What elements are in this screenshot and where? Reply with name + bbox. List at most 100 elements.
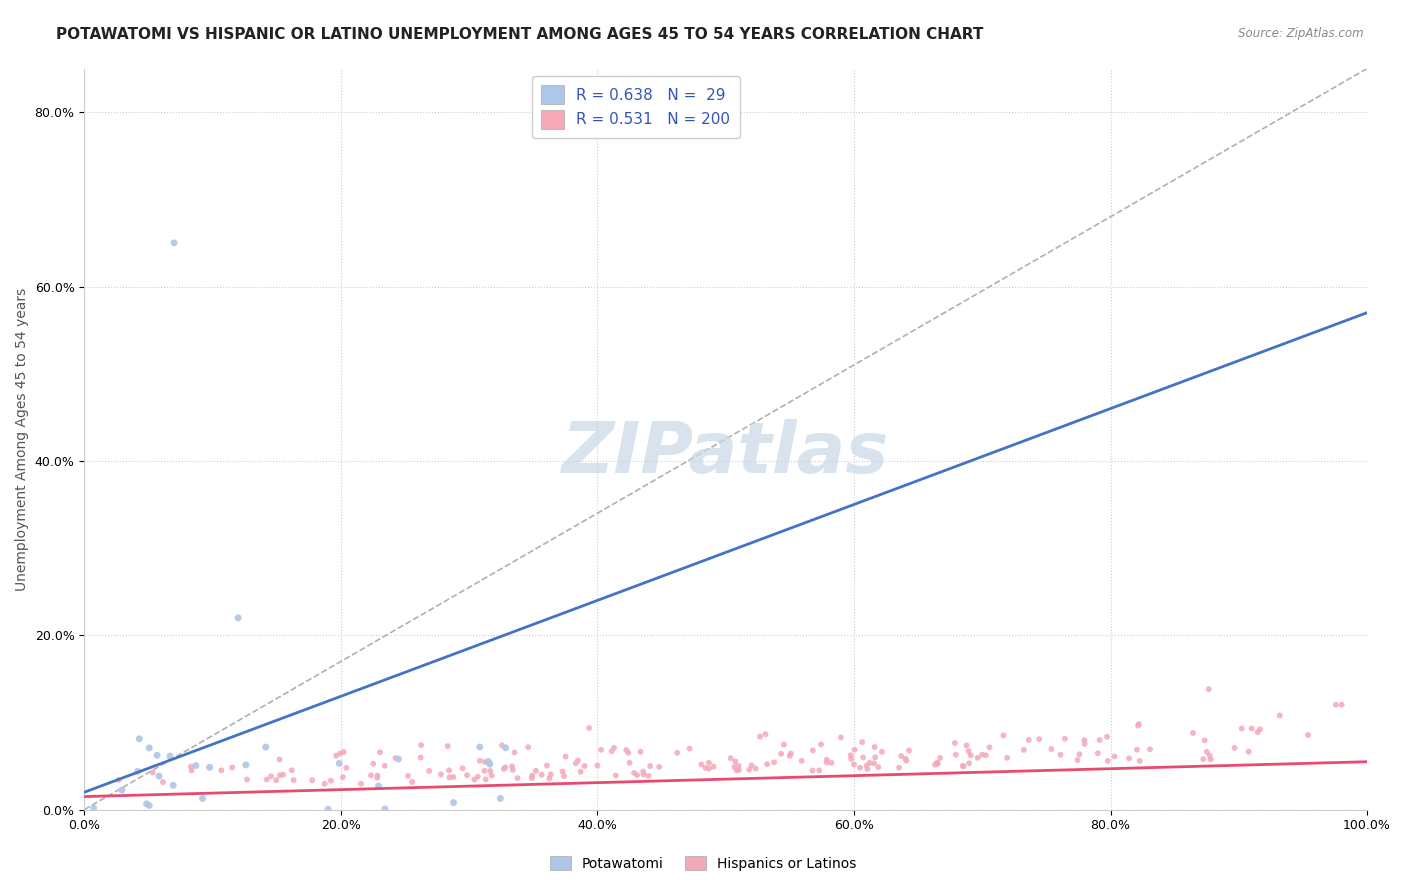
Point	[443, 796, 465, 810]
Point	[763, 756, 786, 770]
Point	[741, 758, 763, 772]
Point	[779, 747, 801, 761]
Point	[184, 758, 207, 772]
Point	[360, 768, 382, 782]
Point	[269, 752, 291, 766]
Legend: R = 0.638   N =  29, R = 0.531   N = 200: R = 0.638 N = 29, R = 0.531 N = 200	[531, 76, 740, 138]
Point	[283, 773, 305, 788]
Point	[1053, 731, 1076, 746]
Point	[367, 779, 389, 793]
Point	[316, 802, 339, 816]
Point	[437, 764, 460, 778]
Point	[368, 745, 391, 759]
Point	[600, 744, 623, 758]
Point	[491, 739, 513, 753]
Point	[451, 761, 474, 775]
Point	[209, 764, 232, 778]
Point	[411, 738, 433, 752]
Point	[855, 758, 877, 772]
Point	[1095, 730, 1118, 744]
Point	[666, 746, 689, 760]
Point	[626, 768, 648, 782]
Point	[1049, 747, 1071, 762]
Point	[842, 757, 865, 772]
Point	[256, 772, 278, 787]
Point	[955, 739, 977, 753]
Point	[463, 772, 485, 787]
Point	[329, 747, 352, 761]
Point	[815, 753, 838, 767]
Point	[720, 751, 742, 765]
Point	[1139, 742, 1161, 756]
Point	[591, 743, 613, 757]
Point	[135, 797, 157, 811]
Point	[790, 754, 813, 768]
Point	[467, 770, 489, 784]
Point	[1198, 682, 1220, 697]
Point	[301, 773, 323, 788]
Point	[678, 741, 700, 756]
Point	[477, 755, 499, 769]
Point	[1192, 752, 1215, 766]
Point	[887, 761, 910, 775]
Point	[107, 772, 129, 787]
Point	[623, 765, 645, 780]
Point	[727, 759, 749, 773]
Point	[859, 756, 882, 770]
Point	[890, 748, 912, 763]
Point	[478, 757, 501, 772]
Point	[489, 791, 512, 805]
Point	[868, 760, 890, 774]
Point	[631, 764, 654, 779]
Point	[1028, 732, 1050, 747]
Point	[517, 740, 540, 755]
Point	[810, 737, 832, 751]
Point	[856, 762, 879, 776]
Point	[638, 759, 661, 773]
Point	[1240, 722, 1263, 736]
Point	[1097, 754, 1119, 768]
Point	[1018, 732, 1040, 747]
Point	[1199, 752, 1222, 766]
Point	[896, 754, 918, 768]
Point	[728, 763, 751, 777]
Point	[1088, 733, 1111, 747]
Point	[648, 760, 671, 774]
Point	[468, 754, 491, 768]
Point	[614, 743, 637, 757]
Point	[637, 769, 659, 783]
Y-axis label: Unemployment Among Ages 45 to 54 years: Unemployment Among Ages 45 to 54 years	[15, 287, 30, 591]
Point	[749, 730, 772, 744]
Point	[1126, 742, 1149, 756]
Point	[754, 727, 776, 741]
Point	[574, 759, 596, 773]
Point	[972, 747, 994, 762]
Point	[479, 764, 502, 778]
Point	[578, 721, 600, 735]
Point	[697, 762, 720, 776]
Point	[409, 750, 432, 764]
Point	[959, 748, 981, 763]
Point	[520, 771, 543, 785]
Point	[481, 768, 503, 782]
Point	[738, 763, 761, 777]
Point	[839, 752, 862, 766]
Point	[894, 752, 917, 766]
Point	[630, 745, 652, 759]
Point	[924, 757, 946, 772]
Point	[569, 764, 592, 779]
Point	[439, 770, 461, 784]
Point	[929, 751, 952, 765]
Text: Source: ZipAtlas.com: Source: ZipAtlas.com	[1239, 27, 1364, 40]
Point	[502, 763, 524, 777]
Point	[128, 731, 150, 746]
Point	[138, 740, 160, 755]
Point	[567, 754, 589, 768]
Point	[553, 769, 575, 783]
Point	[474, 764, 496, 778]
Point	[1324, 698, 1347, 712]
Point	[1249, 723, 1271, 737]
Point	[1230, 722, 1253, 736]
Point	[808, 764, 831, 778]
Point	[1296, 728, 1319, 742]
